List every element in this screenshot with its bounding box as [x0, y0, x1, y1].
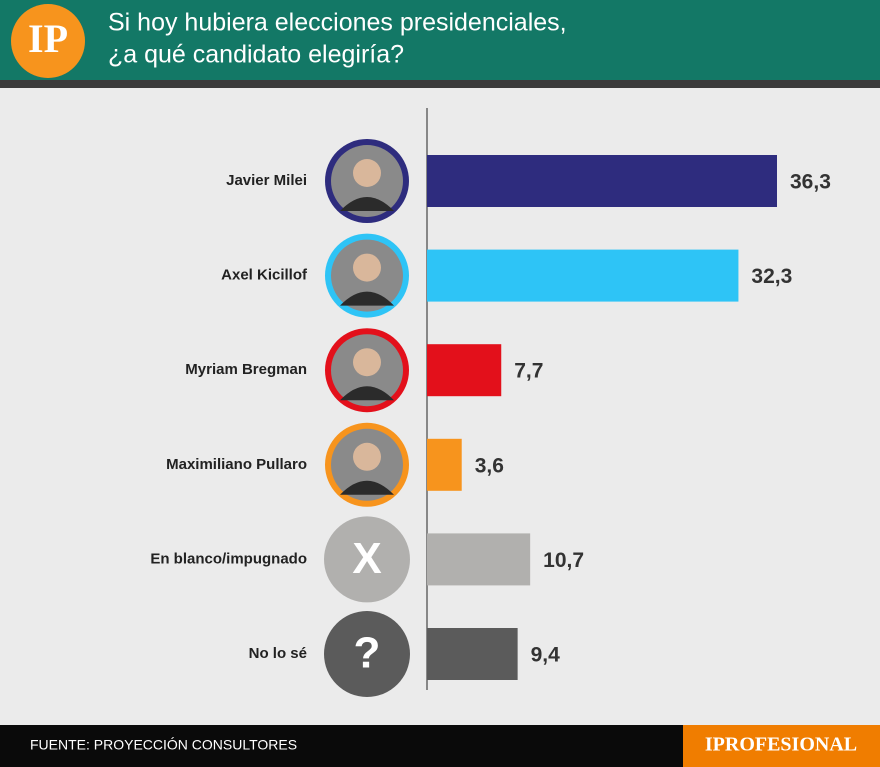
category-label: No lo sé [249, 645, 307, 662]
chart-title: Si hoy hubiera elecciones presidenciales… [108, 9, 567, 37]
logo-circle [11, 4, 85, 78]
photo-body [340, 197, 394, 211]
category-label: Axel Kicillof [221, 267, 308, 284]
category-label: Javier Milei [226, 172, 307, 189]
bar [427, 249, 739, 302]
photo-body [340, 291, 394, 306]
value-label: 9,4 [531, 644, 561, 667]
brand: IPROFESIONAL [705, 734, 857, 756]
value-label: 3,6 [475, 454, 504, 477]
value-label: 32,3 [751, 265, 792, 288]
bar [427, 344, 502, 397]
category-label: Myriam Bregman [185, 361, 307, 378]
icon-circle [324, 516, 410, 603]
photo-head [353, 253, 381, 282]
logo: IP [28, 16, 68, 61]
photo-head [353, 159, 381, 187]
header [0, 0, 880, 80]
icon: X [352, 534, 381, 583]
brand-box [683, 725, 880, 767]
bar [427, 533, 531, 586]
photo-body [340, 480, 394, 495]
photo-head [353, 348, 381, 377]
bar [427, 155, 777, 207]
photo-body [340, 386, 394, 401]
source: FUENTE: PROYECCIÓN CONSULTORES [30, 737, 297, 753]
category-label: Maximiliano Pullaro [166, 456, 307, 473]
value-label: 10,7 [543, 549, 584, 572]
value-label: 36,3 [790, 171, 831, 194]
icon: ? [354, 629, 381, 678]
category-label: En blanco/impugnado [150, 550, 307, 567]
bar [427, 628, 518, 680]
bar [427, 438, 462, 491]
chart-subtitle: ¿a qué candidato elegiría? [108, 41, 404, 69]
value-label: 7,7 [514, 360, 543, 383]
photo-head [353, 442, 381, 471]
icon-circle [324, 611, 410, 697]
header-strip [0, 80, 880, 88]
